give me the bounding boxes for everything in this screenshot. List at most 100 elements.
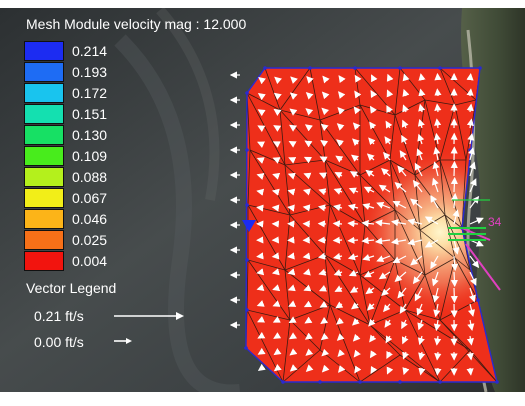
mesh-edge <box>454 257 471 271</box>
velocity-vector <box>334 285 343 292</box>
velocity-vector <box>434 103 442 113</box>
velocity-vector <box>318 188 327 196</box>
velocity-vector <box>351 154 359 162</box>
velocity-vector <box>273 363 282 372</box>
mesh-edge <box>439 159 446 216</box>
velocity-vector <box>434 335 442 346</box>
velocity-vector <box>378 184 391 193</box>
velocity-vector <box>338 75 346 84</box>
velocity-vector <box>321 107 330 116</box>
mesh-edge <box>394 67 401 116</box>
velocity-vector <box>256 300 265 307</box>
legend-swatch <box>24 209 64 229</box>
mesh-edge <box>359 274 371 326</box>
velocity-vector <box>273 348 282 356</box>
velocity-vector <box>381 287 391 297</box>
velocity-vector <box>347 220 359 228</box>
velocity-vector <box>273 332 282 339</box>
velocity-vector <box>320 123 329 132</box>
velocity-vector <box>305 364 314 372</box>
velocity-vector <box>434 72 442 81</box>
velocity-vector <box>272 284 281 292</box>
vector-legend-small-arrowhead <box>126 338 132 344</box>
velocity-vector <box>467 147 475 161</box>
legend-swatch <box>24 62 64 82</box>
velocity-vector <box>289 364 298 372</box>
velocity-vector <box>354 365 362 374</box>
selection-marker-icon[interactable] <box>242 220 256 232</box>
velocity-vector <box>318 268 327 276</box>
velocity-vector <box>466 88 474 97</box>
mesh-body[interactable] <box>244 66 499 384</box>
velocity-vector <box>378 271 391 280</box>
velocity-vector <box>347 203 359 211</box>
velocity-vector <box>416 148 424 161</box>
velocity-vector <box>271 268 280 276</box>
velocity-vector <box>271 252 280 260</box>
velocity-vector <box>399 303 407 314</box>
mesh-edge <box>246 259 249 311</box>
velocity-vector <box>412 271 423 285</box>
velocity-vector <box>287 284 296 292</box>
mesh-edge <box>354 67 361 106</box>
boundary-node <box>308 66 312 70</box>
velocity-vector <box>466 335 474 346</box>
boundary-node <box>245 308 249 312</box>
mesh-edge <box>469 349 498 383</box>
velocity-vector <box>354 90 362 99</box>
velocity-vector <box>451 255 459 272</box>
velocity-vector <box>467 133 475 145</box>
legend-value-label: 0.004 <box>72 253 108 269</box>
velocity-vector <box>336 139 344 147</box>
inflow-boundary[interactable]: 34 <box>448 199 502 291</box>
boundary-node <box>476 298 480 302</box>
mesh-edge <box>279 109 321 121</box>
velocity-vector <box>469 178 477 193</box>
velocity-vector <box>416 303 424 316</box>
velocity-vector <box>371 74 378 83</box>
velocity-vector <box>410 198 423 209</box>
mesh-edge <box>324 159 366 226</box>
mesh-edge <box>359 174 396 211</box>
velocity-vector <box>418 351 426 361</box>
boundary-node <box>353 66 357 70</box>
velocity-vector <box>256 157 265 164</box>
velocity-vector <box>305 348 314 356</box>
velocity-vector <box>407 218 423 226</box>
velocity-vector <box>334 172 343 179</box>
legend-value-label: 0.109 <box>72 148 108 164</box>
velocity-vector <box>317 204 327 212</box>
velocity-vector <box>272 300 281 307</box>
velocity-vector <box>320 316 329 325</box>
velocity-vector <box>257 331 266 339</box>
velocity-vector <box>287 268 296 276</box>
mesh-edge <box>369 309 406 326</box>
velocity-vector <box>374 237 391 245</box>
velocity-vector <box>369 350 377 359</box>
velocity-vector <box>305 92 314 100</box>
frame-top <box>0 0 525 8</box>
velocity-vector <box>452 209 460 225</box>
velocity-vector <box>402 73 410 82</box>
velocity-vector <box>332 236 343 244</box>
velocity-vector <box>392 255 407 264</box>
velocity-vector <box>466 367 474 376</box>
velocity-vector <box>451 192 459 209</box>
frame-bottom <box>0 392 525 406</box>
mesh-edge <box>289 214 326 256</box>
high-velocity-region <box>246 68 497 382</box>
velocity-vector <box>256 252 264 260</box>
boundary-node <box>318 380 322 384</box>
velocity-vector <box>433 146 441 161</box>
velocity-vector <box>287 252 295 260</box>
velocity-vector <box>306 75 314 84</box>
legend-swatch <box>24 83 64 103</box>
velocity-vector <box>466 118 474 129</box>
velocity-vector <box>336 317 344 325</box>
velocity-vector <box>353 349 361 358</box>
velocity-vector <box>256 204 264 212</box>
velocity-vector <box>303 300 312 308</box>
velocity-vector <box>362 254 375 261</box>
